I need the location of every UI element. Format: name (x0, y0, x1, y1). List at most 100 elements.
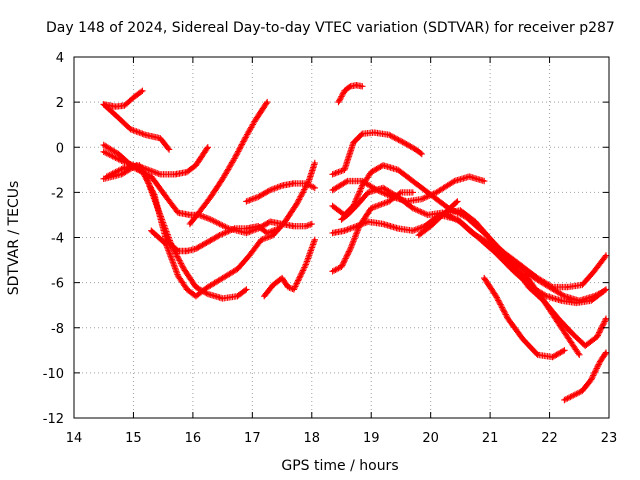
data-point (584, 344, 587, 347)
data-point (349, 85, 352, 88)
data-point (524, 274, 527, 278)
data-point (483, 276, 486, 280)
data-point (266, 231, 269, 235)
data-point (349, 247, 352, 250)
data-point (260, 110, 263, 113)
data-point (280, 276, 284, 280)
x-tick-label: 22 (541, 431, 558, 446)
data-point (477, 236, 480, 239)
data-point (331, 173, 334, 176)
data-point (411, 207, 414, 210)
data-point (370, 170, 373, 174)
series-track-18 (415, 198, 461, 239)
data-point (343, 168, 346, 171)
data-point (355, 225, 358, 228)
data-point (286, 285, 290, 289)
data-point (361, 184, 364, 187)
grid-lines (74, 57, 609, 418)
y-axis-title: SDTVAR / TECUs (6, 181, 22, 296)
data-point (164, 243, 168, 246)
data-point (590, 378, 593, 381)
data-point (435, 191, 438, 194)
data-point (340, 265, 343, 268)
data-point (572, 394, 575, 397)
axis-ticks (73, 56, 610, 419)
data-point (483, 179, 486, 183)
data-point (604, 351, 608, 354)
data-point (575, 301, 578, 305)
data-point (367, 220, 370, 223)
data-point (420, 152, 423, 156)
data-point (361, 85, 364, 88)
data-point (444, 211, 447, 214)
data-point (468, 175, 471, 178)
data-point (581, 283, 584, 287)
data-point (352, 141, 355, 144)
x-tick-labels: 14 15 16 17 18 19 20 21 22 23 (66, 431, 618, 446)
data-point (563, 398, 566, 402)
data-point (283, 220, 287, 223)
data-point (402, 141, 406, 144)
data-point (420, 197, 423, 201)
data-point (453, 179, 456, 183)
data-point (417, 234, 420, 237)
data-point (509, 261, 513, 264)
y-tick-label: -2 (51, 186, 64, 201)
series-track-22 (561, 349, 610, 404)
data-point (233, 227, 236, 230)
data-point (105, 175, 108, 178)
data-point (429, 225, 432, 228)
data-point (221, 276, 224, 280)
data-point (536, 276, 539, 280)
data-point (188, 213, 192, 217)
data-point (563, 295, 566, 298)
series-track-21 (486, 243, 583, 358)
x-tick-label: 21 (482, 431, 499, 446)
data-point (188, 222, 192, 226)
data-point (150, 175, 153, 178)
data-point (604, 317, 608, 320)
data-point (185, 288, 189, 291)
data-point (551, 355, 554, 359)
x-tick-label: 20 (422, 431, 439, 446)
data-point (494, 295, 498, 298)
data-point (176, 274, 180, 278)
data-point (254, 119, 257, 122)
data-point (138, 164, 141, 167)
x-tick-label: 19 (363, 431, 380, 446)
data-point (206, 240, 209, 244)
data-point (304, 263, 307, 266)
data-point (343, 229, 346, 232)
data-point (245, 200, 248, 203)
data-point (164, 195, 168, 199)
data-point (411, 229, 414, 232)
data-point (150, 229, 153, 232)
data-point (266, 100, 269, 104)
data-point (381, 186, 385, 190)
data-point (182, 267, 186, 271)
data-point (269, 220, 272, 223)
x-tick-label: 17 (244, 431, 261, 446)
x-tick-label: 23 (601, 431, 618, 446)
data-point (269, 188, 272, 192)
data-point (539, 295, 542, 298)
data-point (209, 218, 212, 221)
data-point (604, 254, 608, 257)
data-point (307, 179, 310, 183)
data-point (590, 299, 593, 302)
data-point (367, 191, 370, 194)
data-point (194, 247, 198, 250)
data-point (313, 161, 316, 165)
data-point (313, 186, 316, 190)
series-track-17 (335, 82, 366, 106)
data-point (248, 254, 251, 257)
data-point (554, 317, 557, 320)
y-tick-label: -12 (43, 412, 64, 427)
data-point (387, 200, 391, 203)
data-point (218, 234, 221, 237)
x-tick-label: 18 (304, 431, 321, 446)
data-point (560, 299, 563, 302)
data-point (387, 133, 391, 136)
data-point (506, 263, 510, 266)
